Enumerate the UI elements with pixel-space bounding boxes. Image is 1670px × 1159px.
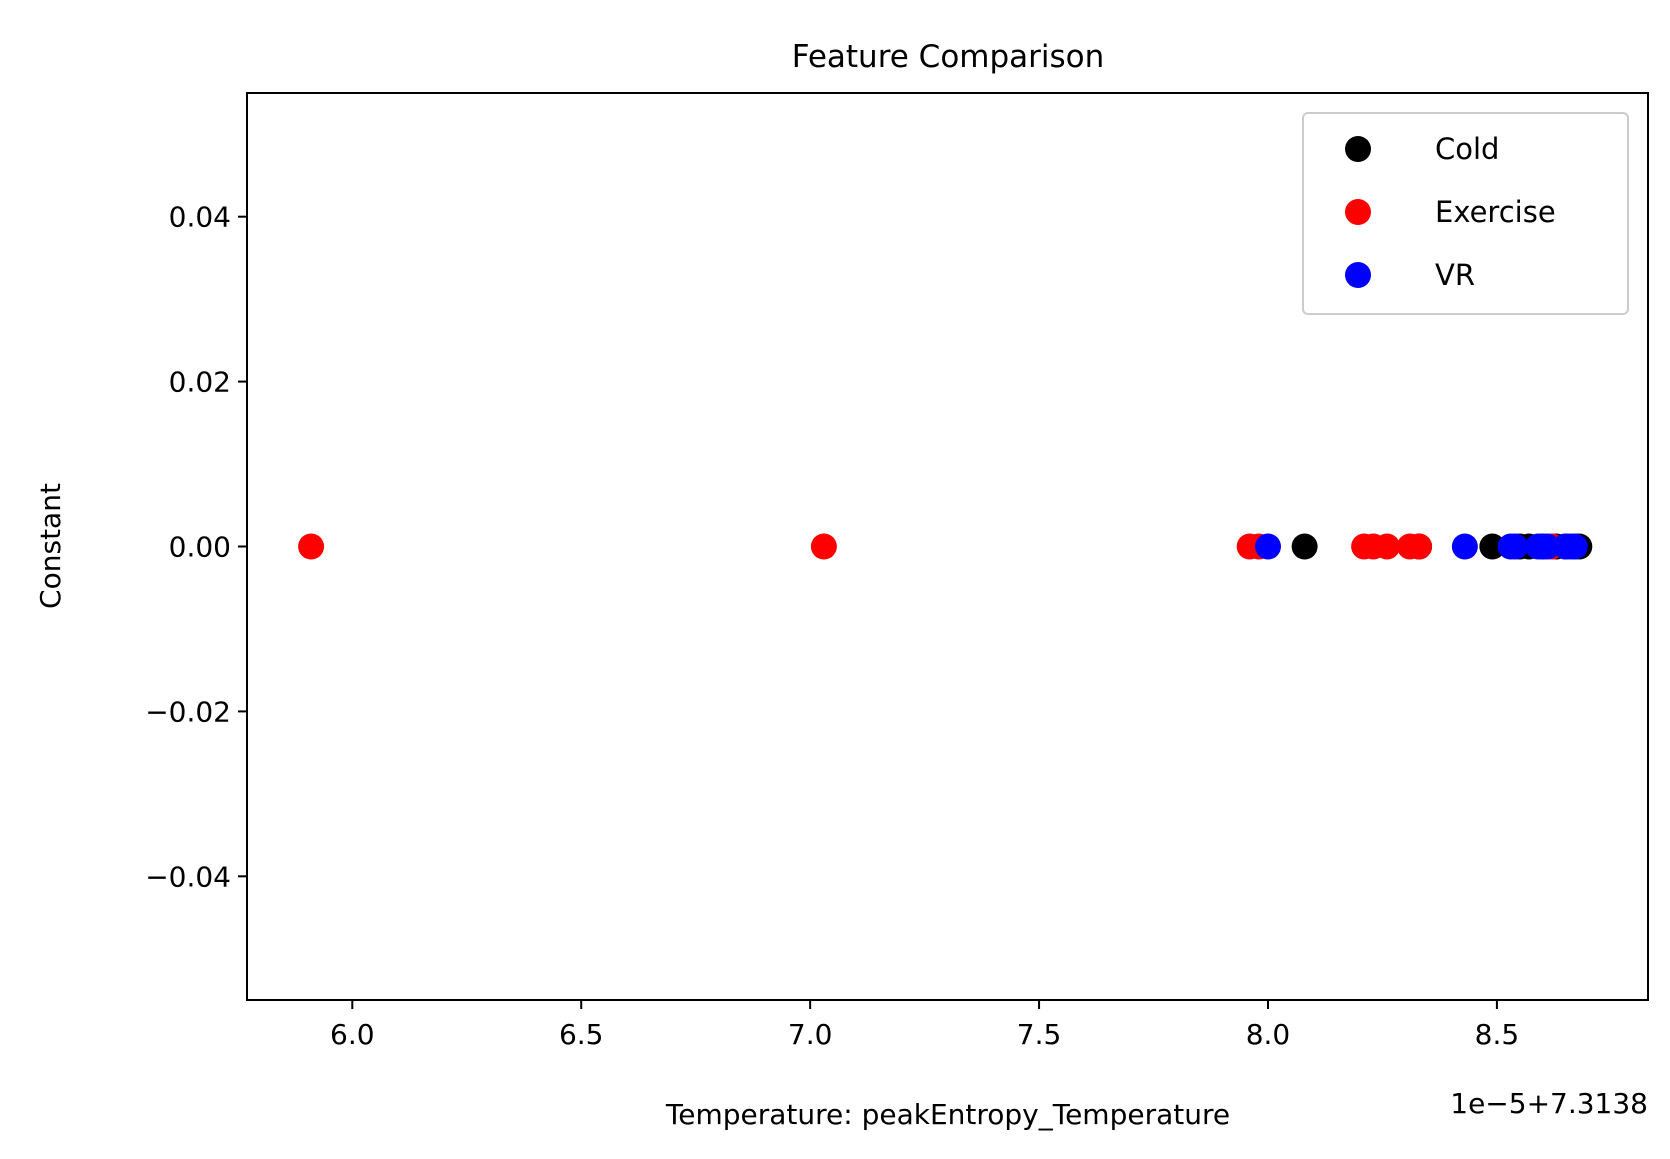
legend-box: [1302, 112, 1629, 315]
chart-title: Feature Comparison: [792, 39, 1105, 75]
exercise-point: [1374, 533, 1401, 560]
legend-marker-exercise: [1345, 199, 1371, 225]
x-axis-offset-text: 1e−5+7.3138: [1450, 1087, 1648, 1120]
y-axis-label: Constant: [34, 483, 67, 609]
y-tick-label: 0.02: [169, 366, 231, 399]
x-tick-label: 7.0: [788, 1018, 833, 1051]
legend: Cold Exercise VR: [1302, 112, 1629, 315]
y-tick-label: 0.00: [169, 531, 231, 564]
legend-label-cold: Cold: [1435, 132, 1499, 166]
x-axis-label: Temperature: peakEntropy_Temperature: [665, 1098, 1230, 1131]
legend-label-exercise: Exercise: [1435, 195, 1556, 229]
y-axis-ticks: 0.04 0.02 0.00 −0.02 −0.04: [145, 201, 247, 893]
legend-items: Cold Exercise VR: [1345, 132, 1556, 292]
cold-point: [1479, 533, 1506, 560]
exercise-point: [1406, 533, 1433, 560]
y-tick-label: −0.02: [145, 695, 231, 728]
vr-point: [1561, 533, 1588, 560]
x-tick-label: 8.0: [1246, 1018, 1291, 1051]
exercise-point: [298, 533, 325, 560]
legend-label-vr: VR: [1435, 258, 1475, 292]
x-tick-label: 6.5: [559, 1018, 604, 1051]
legend-marker-cold: [1345, 136, 1371, 162]
vr-point: [1451, 533, 1478, 560]
x-tick-label: 6.0: [330, 1018, 375, 1051]
vr-point: [1254, 533, 1281, 560]
data-points: [298, 533, 1593, 560]
exercise-point: [810, 533, 837, 560]
cold-point: [1291, 533, 1318, 560]
vr-point: [1502, 533, 1529, 560]
x-axis-ticks: 6.0 6.5 7.0 7.5 8.0 8.5: [330, 1000, 1519, 1051]
vr-point: [1534, 533, 1561, 560]
y-tick-label: −0.04: [145, 860, 231, 893]
x-tick-label: 8.5: [1475, 1018, 1520, 1051]
legend-marker-vr: [1345, 262, 1371, 288]
x-tick-label: 7.5: [1017, 1018, 1062, 1051]
y-tick-label: 0.04: [169, 201, 231, 234]
